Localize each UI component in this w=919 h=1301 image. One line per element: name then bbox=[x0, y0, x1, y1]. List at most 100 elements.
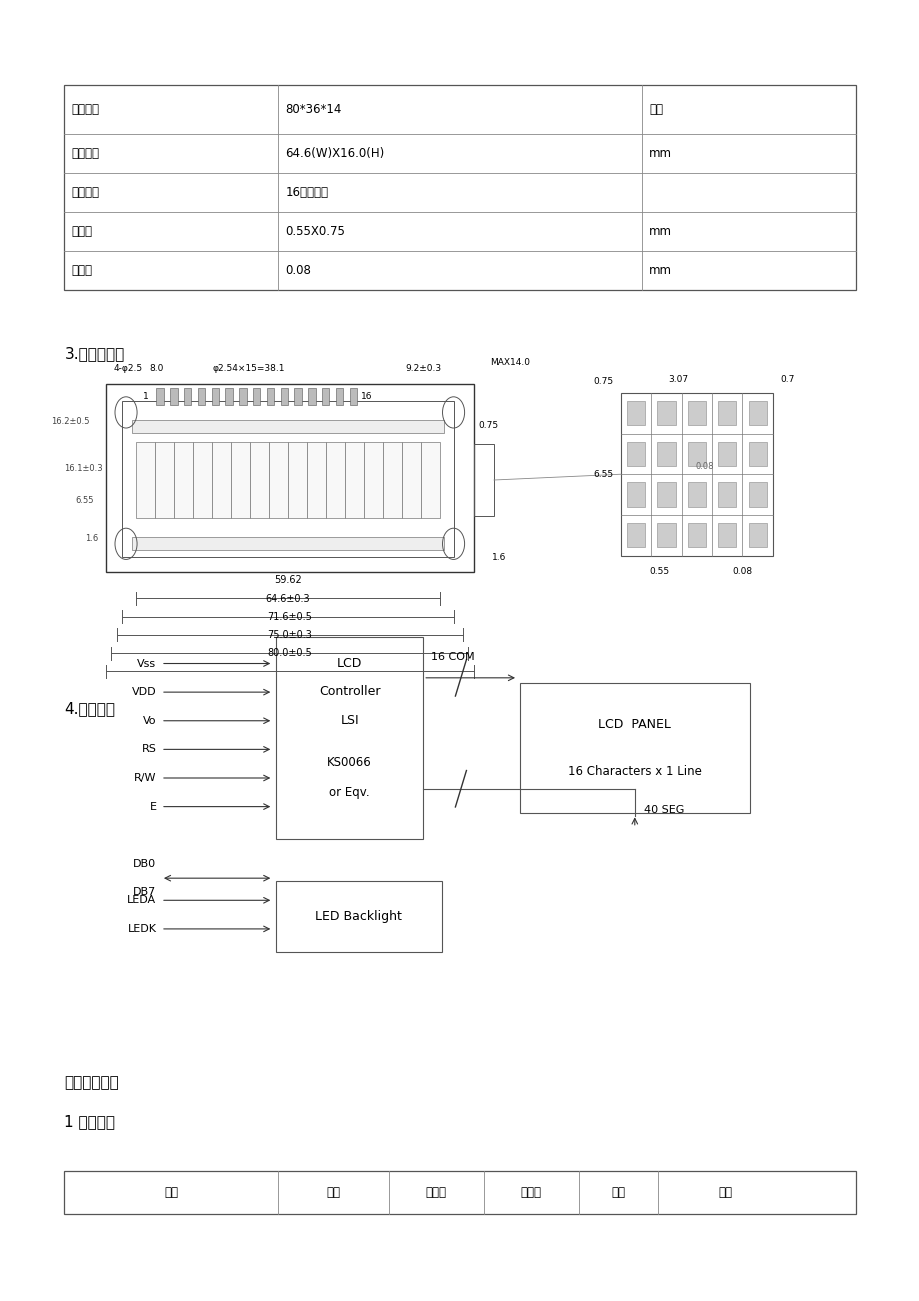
Text: 显示容量: 显示容量 bbox=[72, 186, 99, 199]
Text: MAX14.0: MAX14.0 bbox=[490, 359, 530, 367]
Text: LED Backlight: LED Backlight bbox=[315, 911, 402, 922]
Text: 16.1±0.3: 16.1±0.3 bbox=[64, 464, 103, 474]
Bar bbox=[687, 523, 705, 548]
Text: mm: mm bbox=[649, 264, 672, 277]
Text: LSI: LSI bbox=[340, 714, 358, 727]
Text: 单位: 单位 bbox=[610, 1187, 625, 1198]
Text: 16.2±0.5: 16.2±0.5 bbox=[51, 418, 89, 425]
Bar bbox=[718, 523, 735, 548]
Text: 0.7: 0.7 bbox=[779, 376, 794, 384]
Text: mm: mm bbox=[649, 225, 672, 238]
Bar bbox=[473, 444, 494, 515]
Text: 项目: 项目 bbox=[164, 1187, 178, 1198]
Text: LCD: LCD bbox=[336, 657, 362, 670]
Bar bbox=[748, 442, 766, 466]
Bar bbox=[64, 1171, 855, 1214]
Bar bbox=[307, 442, 325, 518]
Bar bbox=[363, 442, 382, 518]
Bar bbox=[64, 85, 855, 290]
Text: 符号: 符号 bbox=[326, 1187, 340, 1198]
Bar bbox=[250, 442, 268, 518]
Text: 外型尺寸: 外型尺寸 bbox=[72, 103, 99, 116]
Bar bbox=[268, 442, 288, 518]
Bar bbox=[657, 523, 675, 548]
Text: 单位: 单位 bbox=[649, 103, 663, 116]
Text: 0.55X0.75: 0.55X0.75 bbox=[285, 225, 345, 238]
Bar bbox=[620, 393, 772, 556]
Bar bbox=[322, 388, 329, 405]
Text: 3.07: 3.07 bbox=[668, 376, 688, 384]
Bar bbox=[335, 388, 343, 405]
Text: 9.2±0.3: 9.2±0.3 bbox=[404, 364, 441, 372]
Text: 0.75: 0.75 bbox=[478, 420, 498, 429]
Text: 16: 16 bbox=[360, 392, 372, 401]
Bar bbox=[294, 388, 301, 405]
Bar bbox=[131, 537, 444, 550]
Text: 1 极限参数: 1 极限参数 bbox=[64, 1114, 115, 1129]
Text: LEDK: LEDK bbox=[127, 924, 156, 934]
Bar bbox=[198, 388, 205, 405]
Text: 点尺寸: 点尺寸 bbox=[72, 225, 93, 238]
Bar bbox=[402, 442, 420, 518]
Text: Vo: Vo bbox=[142, 716, 156, 726]
Bar bbox=[136, 442, 155, 518]
Bar bbox=[519, 683, 749, 813]
Bar bbox=[657, 483, 675, 507]
Text: 0.08: 0.08 bbox=[285, 264, 311, 277]
Text: RS: RS bbox=[142, 744, 156, 755]
Text: 0.08: 0.08 bbox=[732, 567, 752, 575]
Text: 可视范围: 可视范围 bbox=[72, 147, 99, 160]
Bar bbox=[382, 442, 402, 518]
Bar bbox=[231, 442, 250, 518]
Bar bbox=[156, 388, 164, 405]
Text: 4-φ2.5: 4-φ2.5 bbox=[113, 364, 142, 372]
Text: 最大値: 最大値 bbox=[520, 1187, 541, 1198]
Text: Controller: Controller bbox=[319, 686, 380, 699]
Bar bbox=[718, 401, 735, 425]
Text: 75.0±0.3: 75.0±0.3 bbox=[267, 630, 312, 640]
Text: 8.0: 8.0 bbox=[149, 364, 164, 372]
Text: 40 SEG: 40 SEG bbox=[643, 804, 684, 814]
Text: 最小値: 最小値 bbox=[425, 1187, 447, 1198]
Bar bbox=[106, 384, 473, 572]
Text: Vss: Vss bbox=[137, 658, 156, 669]
Text: 点间距: 点间距 bbox=[72, 264, 93, 277]
Text: 71.6±0.5: 71.6±0.5 bbox=[267, 611, 312, 622]
Bar bbox=[345, 442, 364, 518]
Bar bbox=[687, 483, 705, 507]
Text: DB0: DB0 bbox=[133, 859, 156, 869]
Text: 注释: 注释 bbox=[717, 1187, 732, 1198]
Text: DB7: DB7 bbox=[133, 887, 156, 898]
Text: 80.0±0.5: 80.0±0.5 bbox=[267, 648, 312, 658]
Bar bbox=[687, 401, 705, 425]
Bar bbox=[748, 523, 766, 548]
Bar bbox=[748, 401, 766, 425]
Text: or Eqv.: or Eqv. bbox=[329, 786, 369, 799]
Text: φ2.54×15=38.1: φ2.54×15=38.1 bbox=[212, 364, 284, 372]
Text: 16 Characters x 1 Line: 16 Characters x 1 Line bbox=[567, 765, 701, 778]
Bar bbox=[122, 401, 453, 557]
Bar bbox=[280, 388, 288, 405]
Bar bbox=[420, 442, 439, 518]
Text: 4.结构块图: 4.结构块图 bbox=[64, 701, 115, 717]
Text: KS0066: KS0066 bbox=[327, 756, 371, 769]
Text: 1: 1 bbox=[143, 392, 149, 401]
Bar bbox=[155, 442, 174, 518]
Text: 3.外型尺寸图: 3.外型尺寸图 bbox=[64, 346, 124, 362]
Bar bbox=[627, 523, 644, 548]
Text: 16字符一行: 16字符一行 bbox=[285, 186, 328, 199]
Text: 0.55: 0.55 bbox=[648, 567, 668, 575]
Bar bbox=[627, 401, 644, 425]
Bar bbox=[253, 388, 260, 405]
Text: 64.6±0.3: 64.6±0.3 bbox=[266, 593, 310, 604]
Bar bbox=[657, 442, 675, 466]
Text: 59.62: 59.62 bbox=[274, 575, 301, 585]
Bar bbox=[174, 442, 193, 518]
Text: 0.75: 0.75 bbox=[593, 377, 613, 386]
Bar bbox=[211, 388, 219, 405]
Bar bbox=[718, 483, 735, 507]
Bar bbox=[276, 881, 441, 952]
Text: 64.6(W)X16.0(H): 64.6(W)X16.0(H) bbox=[285, 147, 384, 160]
Bar bbox=[276, 637, 423, 839]
Bar bbox=[748, 483, 766, 507]
